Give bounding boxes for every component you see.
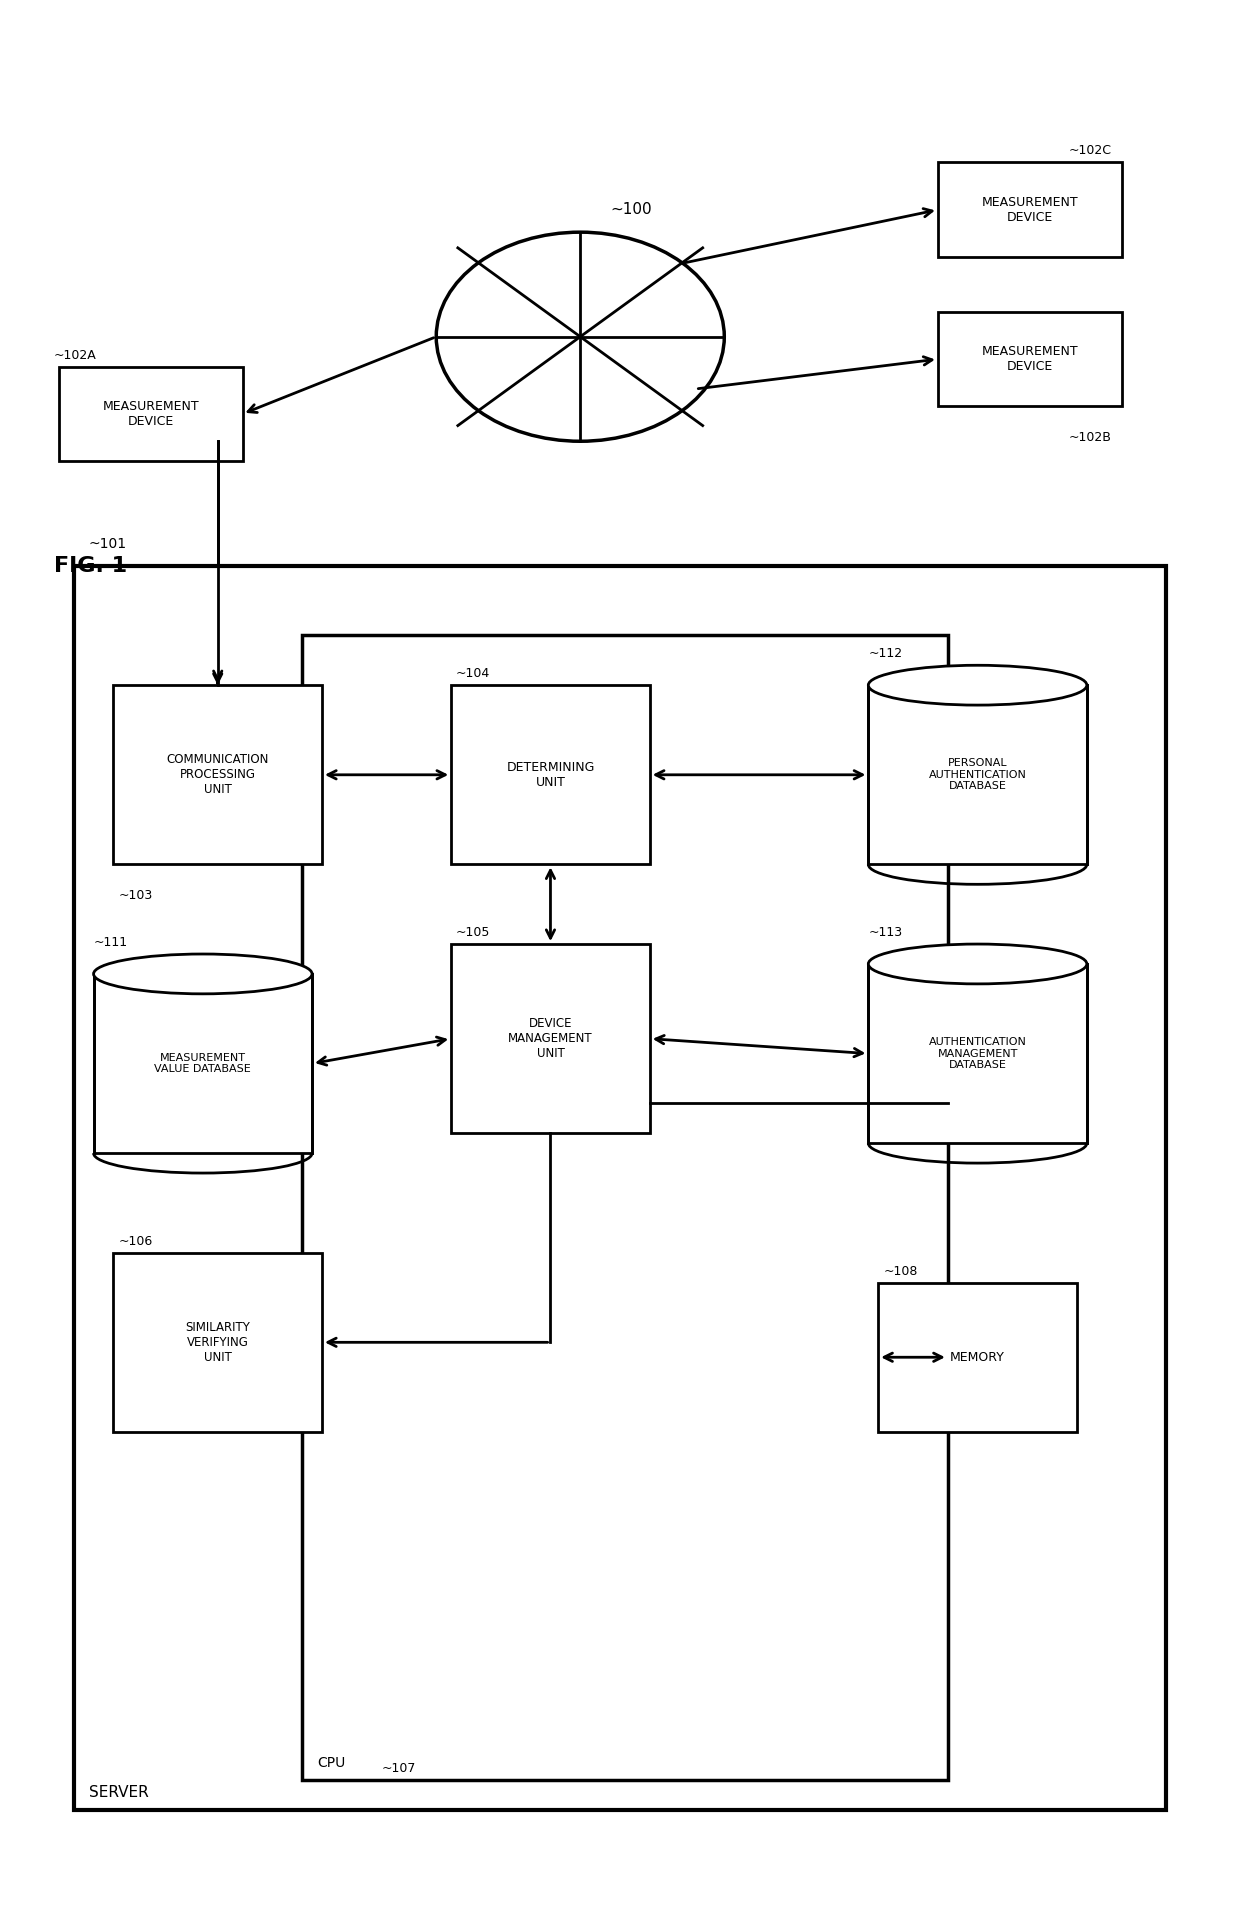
Ellipse shape	[93, 953, 312, 993]
Text: ~112: ~112	[868, 647, 903, 660]
Text: ~105: ~105	[456, 926, 491, 940]
Bar	[451, 944, 650, 1133]
Text: MEASUREMENT
DEVICE: MEASUREMENT DEVICE	[981, 195, 1078, 224]
Bar	[937, 163, 1122, 256]
Text: ~102B: ~102B	[1069, 431, 1112, 444]
Bar	[937, 312, 1122, 406]
Bar	[58, 367, 243, 461]
Text: DETERMINING
UNIT: DETERMINING UNIT	[506, 760, 595, 789]
Bar	[868, 965, 1086, 1143]
Bar	[93, 974, 312, 1152]
Text: MEASUREMENT
DEVICE: MEASUREMENT DEVICE	[103, 400, 198, 429]
Bar	[73, 567, 1167, 1811]
Text: PERSONAL
AUTHENTICATION
DATABASE: PERSONAL AUTHENTICATION DATABASE	[929, 758, 1027, 790]
Text: ~102A: ~102A	[53, 348, 97, 362]
Bar	[878, 1282, 1076, 1432]
Text: ~101: ~101	[88, 536, 126, 551]
Text: ~102C: ~102C	[1069, 144, 1112, 157]
Text: ~111: ~111	[93, 936, 128, 949]
Ellipse shape	[868, 666, 1086, 704]
Bar	[303, 635, 947, 1780]
Bar	[113, 1252, 322, 1432]
Bar	[868, 685, 1086, 865]
Text: SERVER: SERVER	[88, 1786, 149, 1801]
Text: DEVICE
MANAGEMENT
UNIT: DEVICE MANAGEMENT UNIT	[508, 1016, 593, 1060]
Bar	[451, 685, 650, 865]
Text: ~106: ~106	[118, 1235, 153, 1248]
Text: ~104: ~104	[456, 668, 490, 679]
Bar	[113, 685, 322, 865]
Text: SIMILARITY
VERIFYING
UNIT: SIMILARITY VERIFYING UNIT	[185, 1321, 250, 1365]
Text: CPU: CPU	[317, 1757, 345, 1770]
Text: MEMORY: MEMORY	[950, 1351, 1004, 1365]
Text: MEASUREMENT
DEVICE: MEASUREMENT DEVICE	[981, 345, 1078, 373]
Text: COMMUNICATION
PROCESSING
UNIT: COMMUNICATION PROCESSING UNIT	[166, 754, 269, 796]
Text: ~100: ~100	[610, 203, 652, 216]
Text: ~103: ~103	[118, 890, 153, 901]
Text: FIG. 1: FIG. 1	[53, 555, 126, 576]
Text: ~113: ~113	[868, 926, 903, 940]
Text: AUTHENTICATION
MANAGEMENT
DATABASE: AUTHENTICATION MANAGEMENT DATABASE	[929, 1037, 1027, 1070]
Text: MEASUREMENT
VALUE DATABASE: MEASUREMENT VALUE DATABASE	[155, 1053, 252, 1074]
Ellipse shape	[436, 232, 724, 442]
Text: ~107: ~107	[382, 1763, 415, 1776]
Ellipse shape	[868, 944, 1086, 984]
Text: ~108: ~108	[883, 1265, 918, 1279]
